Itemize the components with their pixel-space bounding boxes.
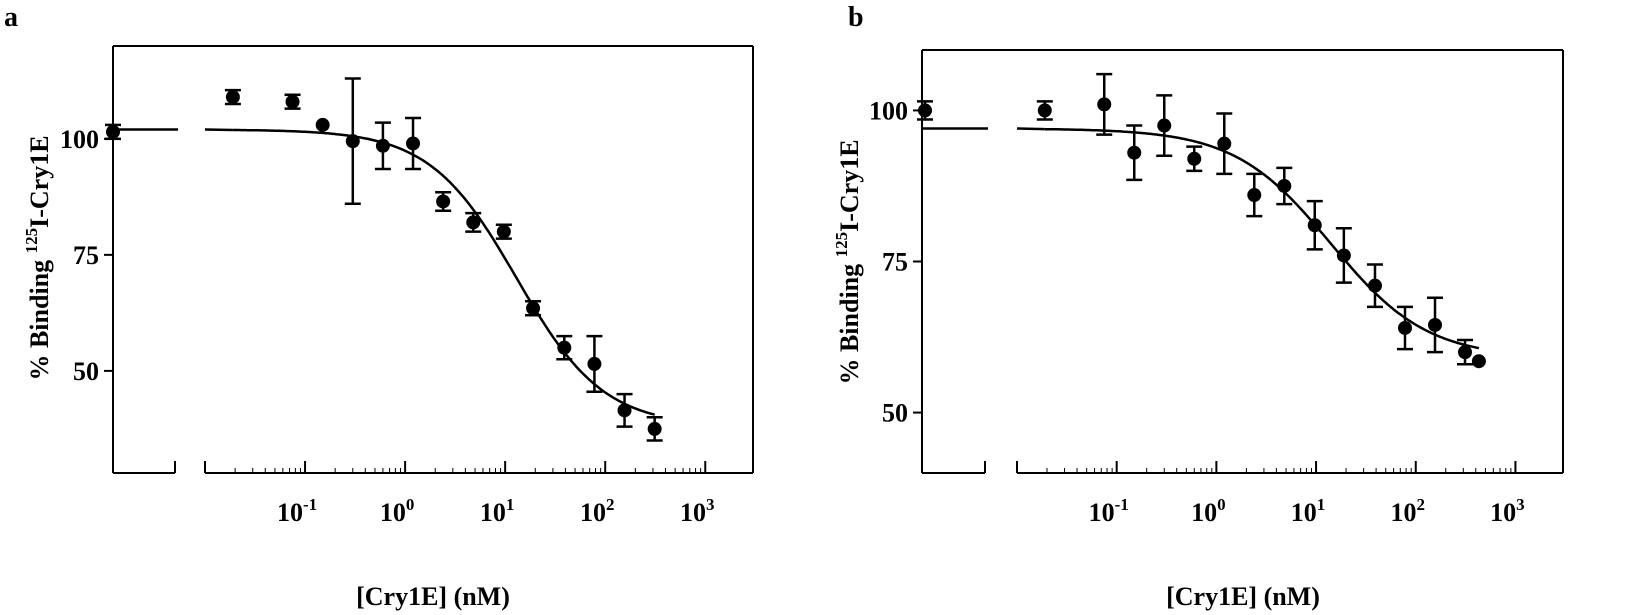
- x-tick-label: 103: [680, 495, 715, 527]
- panel-b-chart: 50 75 100 10-1 100 101 102 103 [Cry1E] (nM) % Bin…: [832, 49, 1564, 611]
- x-tick-label: 102: [580, 495, 615, 527]
- data-point: [526, 301, 541, 316]
- y-tick-label: 100: [869, 96, 908, 125]
- data-point: [436, 194, 451, 209]
- control-data-point: [918, 103, 932, 118]
- panel-a-chart: 50 75 100 10-1 100 101 102 103 [Cry1E] (nM) % Bin…: [22, 45, 754, 611]
- data-point: [1336, 248, 1351, 263]
- panel-b-letter: b: [848, 2, 864, 33]
- y-tick-label: 50: [882, 399, 908, 428]
- x-tick-label: 100: [380, 495, 415, 527]
- control-data-point: [106, 124, 120, 139]
- data-point: [1458, 345, 1473, 360]
- data-point: [1187, 151, 1202, 166]
- data-point: [1307, 218, 1322, 233]
- y-tick-label: 75: [73, 241, 99, 270]
- y-axis-title: % Binding 125I-Cry1E: [832, 139, 864, 384]
- data-point: [345, 134, 360, 149]
- data-point: [315, 117, 330, 132]
- data-point: [587, 356, 602, 371]
- data-point: [375, 138, 390, 153]
- data-point: [1097, 97, 1112, 112]
- data-point: [225, 90, 240, 105]
- data-point: [466, 215, 481, 230]
- data-point: [1367, 278, 1382, 293]
- fit-curve: [1044, 127, 1480, 350]
- data-point: [1037, 103, 1052, 118]
- x-tick-label: 103: [1490, 495, 1525, 527]
- y-tick-label: 75: [882, 248, 908, 277]
- data-point: [647, 421, 662, 436]
- x-axis-title: [Cry1E] (nM): [1166, 582, 1320, 611]
- panel-a-letter: a: [4, 2, 18, 33]
- x-tick-label: 101: [1291, 495, 1326, 527]
- fit-curve-lead: [1016, 127, 1045, 131]
- x-tick-label: 100: [1191, 495, 1226, 527]
- y-tick-label: 50: [73, 357, 99, 386]
- data-point: [1217, 136, 1232, 151]
- x-axis-title: [Cry1E] (nM): [356, 582, 510, 611]
- data-point: [1157, 118, 1172, 133]
- x-tick-label: 10-1: [277, 495, 317, 527]
- data-point: [496, 224, 511, 239]
- fit-curve: [232, 128, 656, 416]
- data-point: [1397, 320, 1412, 335]
- data-point: [406, 136, 421, 151]
- y-tick-label: 100: [60, 125, 99, 154]
- data-point: [617, 403, 632, 418]
- data-point: [1127, 145, 1142, 160]
- x-tick-label: 101: [480, 495, 515, 527]
- x-tick-label: 102: [1390, 495, 1425, 527]
- data-point: [285, 94, 300, 109]
- data-point: [1277, 178, 1292, 193]
- data-point: [557, 340, 572, 355]
- data-point: [1247, 188, 1262, 203]
- x-tick-label: 10-1: [1089, 495, 1129, 527]
- data-point: [1471, 354, 1486, 369]
- data-point: [1428, 317, 1443, 332]
- y-axis-title: % Binding 125I-Cry1E: [22, 135, 54, 380]
